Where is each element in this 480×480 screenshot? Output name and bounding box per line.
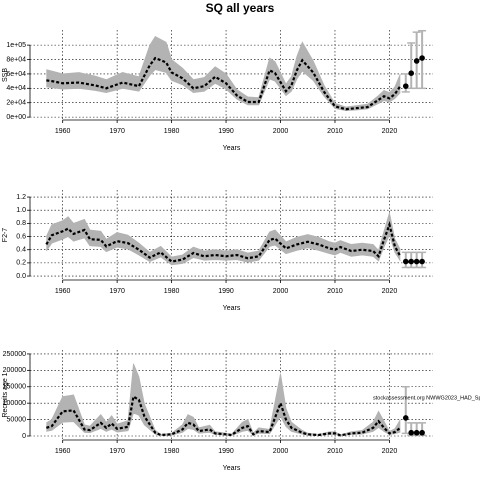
- x-tick-label: 1960: [55, 288, 71, 295]
- forecast-point: [402, 83, 409, 89]
- forecast-point: [408, 258, 415, 265]
- x-tick-label: 2020: [382, 128, 398, 135]
- lower-bound: [46, 234, 401, 266]
- y-tick-label: 2e+04: [6, 100, 26, 107]
- x-tick-label: 1960: [55, 128, 71, 135]
- x-tick-label: 1990: [218, 128, 234, 135]
- lower-bound: [46, 69, 401, 112]
- figure-title: SQ all years: [206, 1, 275, 15]
- forecast-point: [413, 429, 420, 436]
- estimate-line: [45, 220, 402, 263]
- x-tick-label: 2000: [273, 128, 289, 135]
- forecast-point: [419, 258, 425, 265]
- y-tick-label: 200000: [3, 367, 26, 374]
- y-tick-label: 8e+04: [6, 56, 26, 63]
- y-tick-label: 50000: [7, 416, 27, 423]
- forecast-point: [402, 258, 409, 265]
- x-tick-label: 2000: [273, 448, 289, 455]
- estimate-line: [46, 394, 402, 437]
- y-tick-label: 0.6: [16, 233, 26, 240]
- y-tick-label: 0e+00: [6, 114, 26, 121]
- forecast-point: [413, 258, 420, 265]
- forecast-point: [419, 55, 425, 61]
- x-tick-label: 1970: [109, 288, 125, 295]
- y-tick-label: 1.0: [16, 207, 26, 214]
- y-tick-label: 0.0: [16, 273, 26, 280]
- confidence-band: [46, 36, 401, 111]
- x-axis-label: Years: [223, 465, 241, 472]
- estimate-line: [46, 56, 402, 111]
- x-tick-label: 1960: [55, 448, 71, 455]
- x-tick-label: 2020: [382, 288, 398, 295]
- x-axis-label: Years: [223, 305, 241, 312]
- x-tick-label: 1990: [218, 448, 234, 455]
- forecast-point: [413, 58, 420, 64]
- y-tick-label: 4e+04: [6, 85, 26, 92]
- x-tick-label: 2010: [327, 128, 343, 135]
- confidence-band: [46, 363, 401, 436]
- y-tick-label: 100000: [3, 400, 26, 407]
- y-tick-label: 150000: [3, 384, 26, 391]
- y-axis-label: Recruits age 1: [2, 372, 9, 417]
- x-tick-label: 2000: [273, 288, 289, 295]
- x-tick-label: 2020: [382, 448, 398, 455]
- forecast-point: [419, 429, 425, 436]
- y-tick-label: 1e+05: [6, 42, 26, 49]
- x-tick-label: 1980: [164, 128, 180, 135]
- y-tick-label: 1.2: [16, 194, 26, 201]
- annotation: stockassessment.org NWWG2023_HAD_Sp: [373, 395, 480, 401]
- y-tick-label: 0.8: [16, 220, 26, 227]
- x-tick-label: 2010: [327, 288, 343, 295]
- x-tick-label: 1980: [164, 448, 180, 455]
- forecast-point: [408, 429, 415, 436]
- upper-bound: [45, 212, 401, 258]
- y-tick-label: 0: [22, 433, 26, 440]
- forecast-point: [402, 415, 409, 421]
- x-axis-label: Years: [223, 145, 241, 152]
- x-tick-label: 1970: [109, 448, 125, 455]
- forecast-point: [408, 70, 415, 76]
- y-tick-label: 0.2: [16, 260, 26, 267]
- y-axis-label: SSB: [2, 68, 9, 82]
- y-tick-label: 0.4: [16, 247, 26, 254]
- y-tick-label: 250000: [3, 351, 26, 358]
- upper-bound: [46, 35, 401, 108]
- y-tick-label: 6e+04: [6, 71, 26, 78]
- y-axis-label: F2-7: [2, 228, 9, 243]
- x-tick-label: 1970: [109, 128, 125, 135]
- x-tick-label: 2010: [327, 448, 343, 455]
- x-tick-label: 1980: [164, 288, 180, 295]
- confidence-band: [46, 212, 401, 265]
- x-tick-label: 1990: [218, 288, 234, 295]
